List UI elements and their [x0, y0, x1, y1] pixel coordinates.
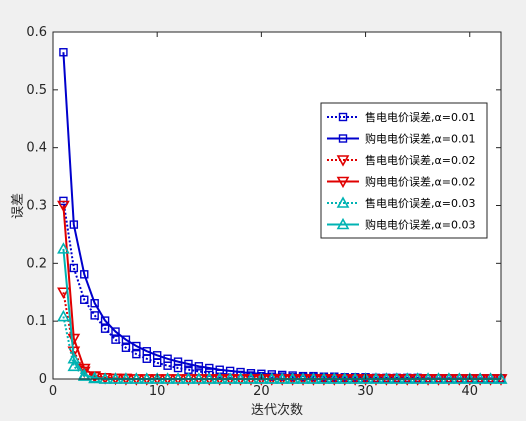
legend-label: 售电电价误差,α=0.02: [365, 153, 475, 167]
x-tick-label: 20: [253, 384, 270, 399]
y-tick-label: 0.1: [26, 314, 47, 329]
legend-marker: [336, 196, 350, 208]
data-point: [57, 200, 70, 213]
x-axis-label: 迭代次数: [251, 402, 303, 418]
data-point: [132, 341, 141, 351]
legend-label: 售电电价误差,α=0.01: [365, 110, 475, 124]
data-point: [111, 335, 120, 344]
legend-entry: 售电电价误差,α=0.03: [327, 196, 475, 210]
y-tick-label: 0: [39, 372, 47, 387]
x-tick-label: 10: [149, 384, 166, 399]
y-tick-label: 0.3: [26, 199, 47, 214]
data-point: [59, 48, 68, 57]
data-point: [69, 220, 79, 229]
legend-marker: [336, 155, 350, 167]
data-point: [88, 371, 102, 383]
data-point: [121, 343, 131, 352]
x-tick-label: 40: [461, 384, 478, 399]
y-tick-label: 0.2: [26, 256, 47, 271]
data-point: [100, 324, 110, 333]
data-point: [121, 335, 131, 344]
x-tick-label: 0: [49, 384, 57, 399]
legend-entry: 购电电价误差,α=0.03: [327, 218, 475, 232]
data-point: [80, 295, 89, 304]
data-point: [111, 327, 120, 336]
data-point: [194, 362, 204, 371]
y-tick-label: 0.5: [26, 83, 47, 98]
legend-marker: [338, 134, 348, 143]
legend-label: 购电电价误差,α=0.02: [365, 175, 475, 189]
data-point: [57, 287, 70, 299]
data-point: [67, 352, 81, 364]
legend-marker: [336, 217, 350, 230]
y-tick-label: 0.4: [26, 141, 47, 156]
legend-marker: [336, 176, 350, 189]
legend-entry: 购电电价误差,α=0.02: [327, 175, 475, 189]
legend-entry: 售电电价误差,α=0.02: [327, 153, 475, 167]
data-point: [132, 349, 141, 359]
legend-label: 购电电价误差,α=0.03: [365, 218, 475, 232]
data-point: [246, 369, 256, 378]
legend-entry: 购电电价误差,α=0.01: [327, 132, 475, 146]
legend-box: [320, 102, 488, 239]
data-point: [90, 299, 99, 308]
data-point: [184, 359, 193, 369]
data-point: [163, 354, 172, 363]
data-point: [57, 242, 70, 254]
legend-entry: 售电电价误差,α=0.01: [327, 110, 475, 124]
data-point: [142, 347, 151, 356]
data-point: [205, 368, 214, 377]
data-point: [67, 359, 81, 372]
data-point: [173, 357, 183, 366]
axis-ticks: 0 10 20 30 40 0 0.1 0.2 0.3 0.4 0.5 0.6: [26, 25, 501, 399]
data-point: [205, 363, 214, 373]
y-axis-label: 误差: [11, 193, 26, 219]
x-tick-label: 30: [357, 384, 374, 399]
legend-label: 购电电价误差,α=0.01: [365, 132, 475, 146]
data-point: [100, 316, 110, 325]
data-point: [90, 311, 99, 320]
data-point: [80, 270, 89, 279]
legend-marker: [338, 112, 348, 122]
data-point: [57, 309, 70, 322]
y-tick-label: 0.6: [26, 25, 47, 40]
data-point: [77, 363, 91, 376]
data-point: [152, 351, 162, 360]
legend: 售电电价误差,α=0.01 购电电价误差,α=0.01 售电电价误差,α=0.02 购…: [320, 102, 488, 239]
data-point: [69, 263, 79, 273]
legend-label: 售电电价误差,α=0.03: [365, 196, 475, 210]
